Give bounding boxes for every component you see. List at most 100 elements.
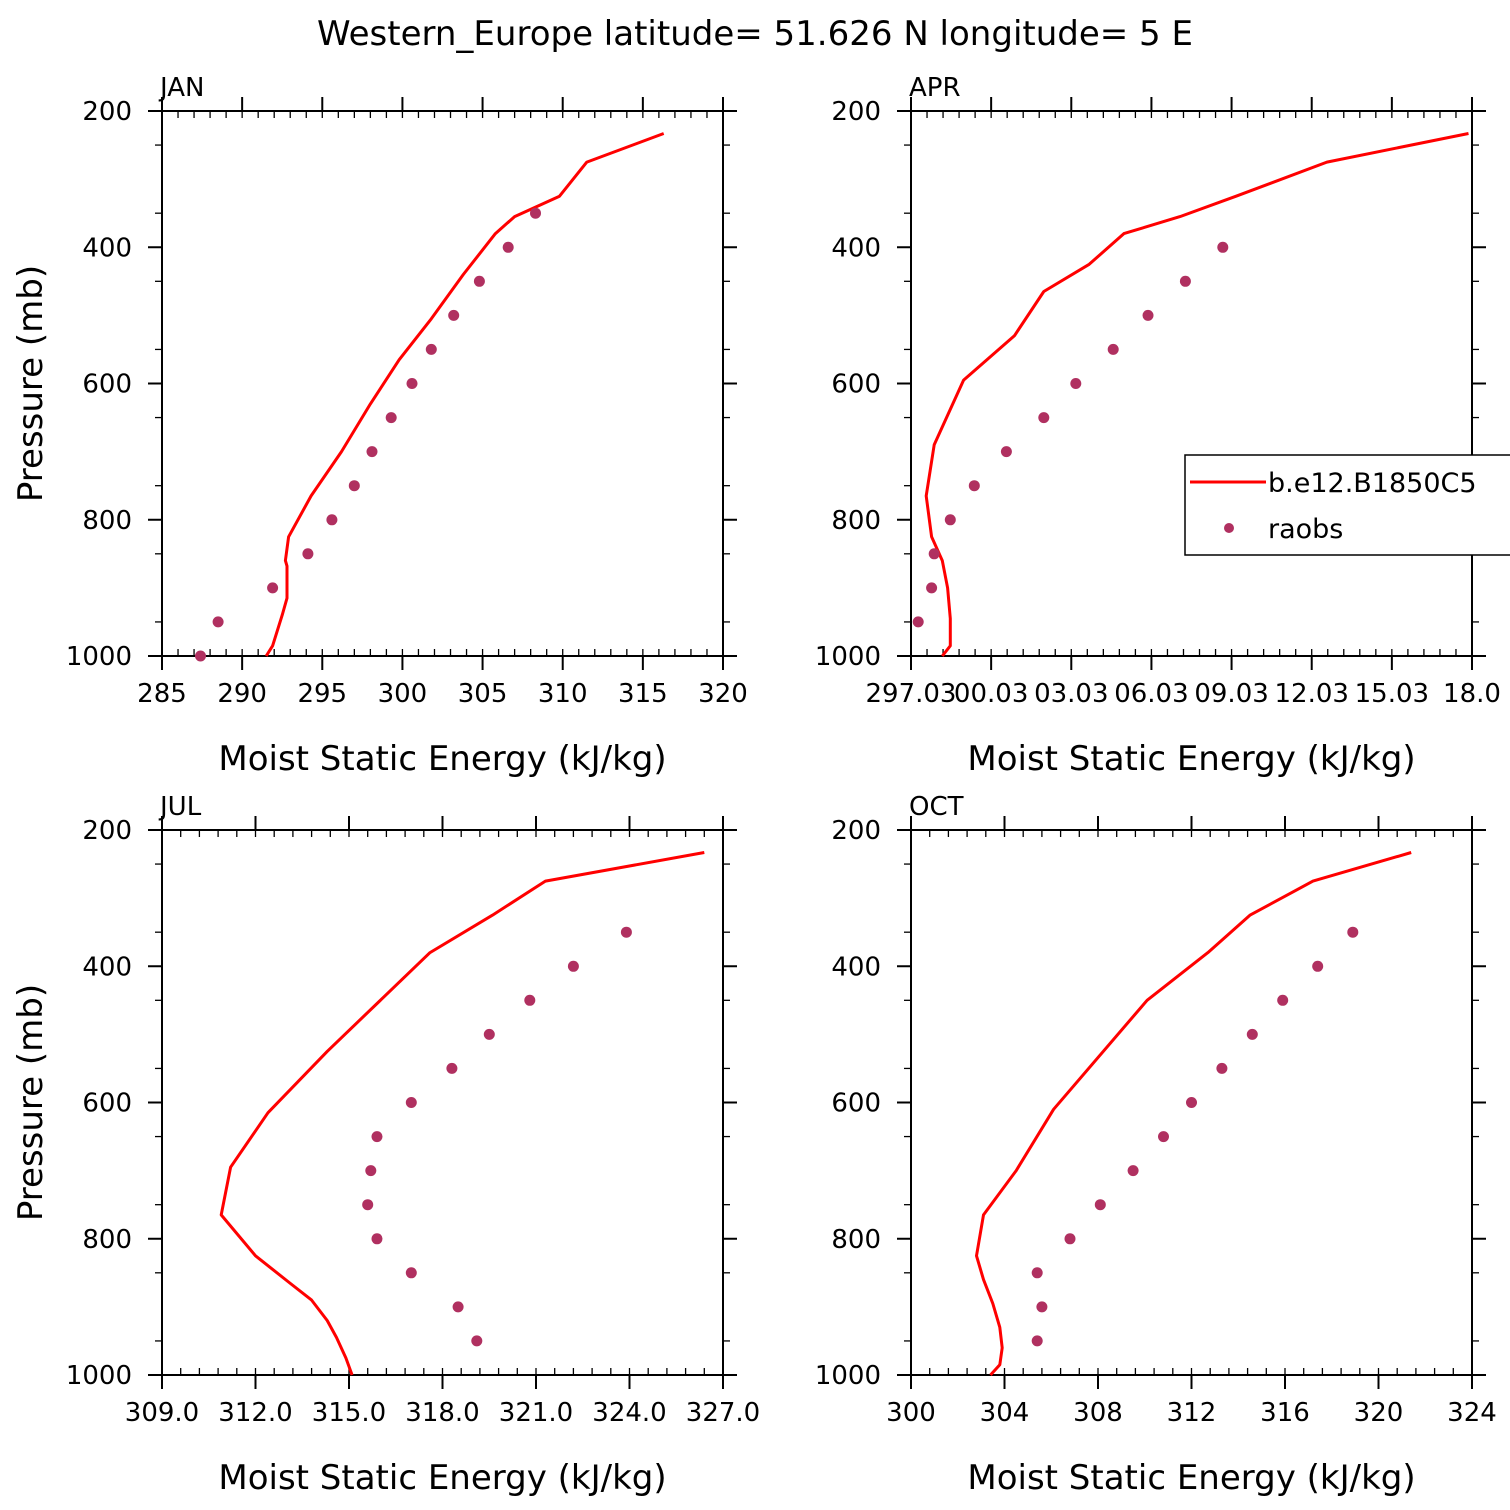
y-tick-label: 1000 xyxy=(66,1361,132,1391)
y-tick-label: 800 xyxy=(831,506,881,536)
raobs-point xyxy=(446,1062,458,1074)
y-tick-label: 800 xyxy=(831,1225,881,1255)
x-tick-label: 324.0 xyxy=(592,1398,666,1428)
panel-jan: JAN 285 290 295 300 305 310 315 320 200 400 600 800 1… xyxy=(11,73,748,779)
x-tick-label: 300 xyxy=(378,679,428,709)
raobs-point xyxy=(1064,1233,1076,1245)
x-tick-label: 285 xyxy=(137,679,187,709)
raobs-point xyxy=(1246,1028,1258,1040)
legend: b.e12.B1850C5 raobs xyxy=(1184,454,1510,556)
raobs-point xyxy=(366,446,378,458)
x-tick-label: 12.03 xyxy=(1274,679,1348,709)
series-line-b-e12-b1850c5 xyxy=(975,851,1412,1377)
raobs-point xyxy=(483,1028,495,1040)
legend-raobs-label: raobs xyxy=(1268,514,1343,545)
raobs-point xyxy=(1031,1335,1043,1347)
x-tick-label: 308 xyxy=(1073,1398,1123,1428)
x-tick-label: 321.0 xyxy=(499,1398,573,1428)
x-tick-label: 290 xyxy=(217,679,267,709)
raobs-point xyxy=(1127,1165,1139,1177)
raobs-point xyxy=(425,343,437,355)
y-tick-label: 400 xyxy=(82,952,132,982)
x-tick-label: 324 xyxy=(1447,1398,1497,1428)
raobs-point xyxy=(1070,378,1082,389)
x-tick-label: 00.03 xyxy=(954,679,1028,709)
raobs-point xyxy=(530,207,541,219)
raobs-point xyxy=(1158,1131,1169,1143)
x-axis-label: Moist Static Energy (kJ/kg) xyxy=(218,739,666,779)
panel-label: APR xyxy=(909,73,961,103)
x-axis-label: Moist Static Energy (kJ/kg) xyxy=(967,739,1415,779)
raobs-point xyxy=(1107,343,1119,355)
raobs-point xyxy=(405,1267,417,1279)
x-tick-label: 305 xyxy=(458,679,508,709)
raobs-point xyxy=(1038,412,1050,424)
raobs-point xyxy=(267,582,279,594)
panel-jul: JUL 309.0 312.0 315.0 318.0 321.0 324.0 327.0 20… xyxy=(11,792,760,1498)
x-axis-label: Moist Static Energy (kJ/kg) xyxy=(218,1458,666,1498)
raobs-point xyxy=(620,926,632,938)
raobs-point xyxy=(912,616,924,628)
raobs-point xyxy=(302,548,314,560)
raobs-point xyxy=(212,616,224,628)
series-line-b-e12-b1850c5 xyxy=(219,851,705,1376)
raobs-point xyxy=(348,480,360,492)
raobs-point xyxy=(502,241,514,253)
raobs-point xyxy=(1036,1301,1048,1313)
x-tick-label: 304 xyxy=(980,1398,1030,1428)
x-tick-label: 320 xyxy=(1354,1398,1404,1428)
y-tick-label: 200 xyxy=(831,816,881,846)
y-tick-label: 200 xyxy=(82,816,132,846)
x-tick-label: 327.0 xyxy=(686,1398,760,1428)
y-tick-label: 800 xyxy=(82,1225,132,1255)
raobs-point xyxy=(1094,1199,1106,1211)
x-tick-label: 320 xyxy=(698,679,748,709)
y-tick-label: 600 xyxy=(82,370,132,400)
y-tick-label: 600 xyxy=(831,1089,881,1119)
raobs-point xyxy=(326,514,338,526)
x-tick-label: 312.0 xyxy=(218,1398,292,1428)
x-tick-label: 312 xyxy=(1167,1398,1217,1428)
x-axis-label: Moist Static Energy (kJ/kg) xyxy=(967,1458,1415,1498)
panel-label: OCT xyxy=(909,792,964,822)
y-tick-label: 600 xyxy=(831,370,881,400)
x-tick-label: 309.0 xyxy=(125,1398,199,1428)
y-tick-label: 200 xyxy=(831,97,881,127)
x-tick-label: 300 xyxy=(886,1398,936,1428)
plot-frame xyxy=(910,110,1473,657)
raobs-point xyxy=(1179,275,1191,287)
panel-label: JUL xyxy=(158,792,202,822)
raobs-point xyxy=(452,1301,464,1313)
raobs-point xyxy=(448,309,460,321)
x-tick-label: 03.03 xyxy=(1034,679,1108,709)
y-tick-label: 400 xyxy=(831,233,881,263)
x-tick-label: 318.0 xyxy=(405,1398,479,1428)
raobs-point xyxy=(1142,309,1154,321)
series-line-b-e12-b1850c5 xyxy=(924,132,1469,657)
legend-model-label: b.e12.B1850C5 xyxy=(1268,468,1477,499)
raobs-point xyxy=(365,1165,377,1177)
raobs-point xyxy=(371,1131,383,1143)
x-tick-label: 315.0 xyxy=(312,1398,386,1428)
x-tick-label: 06.03 xyxy=(1114,679,1188,709)
raobs-point xyxy=(524,994,536,1006)
panel-oct: OCT 300 304 308 312 316 320 324 200 400 600 800 1000… xyxy=(815,792,1497,1498)
raobs-point xyxy=(1217,241,1229,253)
y-tick-label: 400 xyxy=(831,952,881,982)
x-tick-label: 18.0 xyxy=(1443,679,1501,709)
y-tick-label: 800 xyxy=(82,506,132,536)
y-tick-label: 1000 xyxy=(66,642,132,672)
x-tick-label: 310 xyxy=(538,679,588,709)
legend-raobs-swatch xyxy=(1224,523,1234,533)
raobs-point xyxy=(1347,926,1359,938)
raobs-point xyxy=(371,1233,383,1245)
y-axis-label: Pressure (mb) xyxy=(11,265,51,502)
x-tick-label: 295 xyxy=(297,679,347,709)
y-tick-label: 1000 xyxy=(815,642,881,672)
raobs-point xyxy=(567,960,579,972)
raobs-point xyxy=(1186,1097,1197,1108)
raobs-point xyxy=(385,412,397,424)
raobs-point xyxy=(1312,960,1324,972)
panel-label: JAN xyxy=(158,73,204,103)
x-tick-label: 297.03 xyxy=(866,679,957,709)
